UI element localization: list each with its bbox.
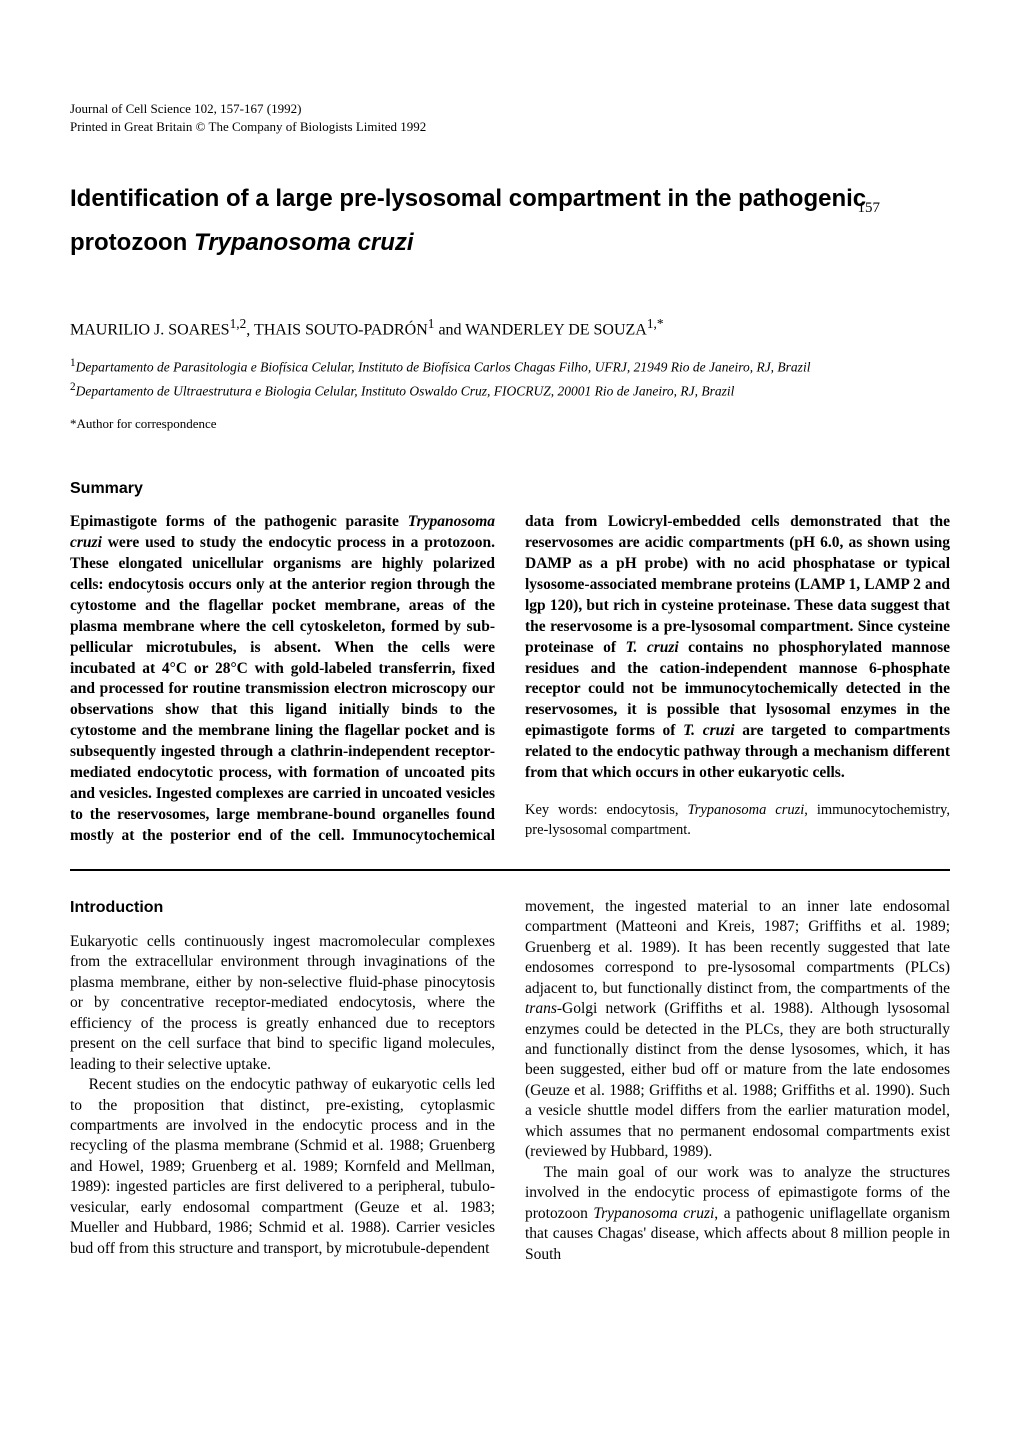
author-1-sup: 1,2 bbox=[230, 316, 247, 331]
title-text: Identification of a large pre-lysosomal … bbox=[70, 185, 866, 256]
introduction-body: Introduction Eukaryotic cells continuous… bbox=[70, 897, 950, 1265]
intro-para-2: Recent studies on the endocytic pathway … bbox=[70, 1075, 495, 1259]
intro-para-4: The main goal of our work was to analyze… bbox=[525, 1163, 950, 1265]
intro-p3-b: -Golgi network (Griffiths et al. 1988). … bbox=[525, 1000, 950, 1160]
affil-1-text: Departamento de Parasitologia e Biofísic… bbox=[76, 360, 811, 375]
affiliation-1: 1Departamento de Parasitologia e Biofísi… bbox=[70, 355, 950, 378]
author-1: MAURILIO J. SOARES bbox=[70, 321, 230, 338]
introduction-heading: Introduction bbox=[70, 897, 495, 918]
summary-species-3: T. cruzi bbox=[683, 722, 734, 739]
summary-text-b: were used to study the endocytic process… bbox=[70, 513, 950, 844]
intro-p3-trans: trans bbox=[525, 1000, 557, 1017]
author-3: and WANDERLEY DE SOUZA bbox=[434, 321, 646, 338]
article-title: Identification of a large pre-lysosomal … bbox=[70, 177, 950, 266]
keywords-label: Key words: bbox=[525, 802, 606, 818]
summary-species-2: T. cruzi bbox=[625, 639, 678, 656]
intro-para-3: movement, the ingested material to an in… bbox=[525, 897, 950, 1163]
correspondence-note: *Author for correspondence bbox=[70, 416, 950, 432]
title-species: Trypanosoma cruzi bbox=[194, 229, 414, 256]
affiliation-2: 2Departamento de Ultraestrutura e Biolog… bbox=[70, 379, 950, 402]
author-2: , THAIS SOUTO-PADRÓN bbox=[246, 321, 428, 338]
section-rule bbox=[70, 869, 950, 871]
author-3-sup: 1,* bbox=[647, 316, 664, 331]
intro-para-1: Eukaryotic cells continuously ingest mac… bbox=[70, 932, 495, 1075]
summary-body: Epimastigote forms of the pathogenic par… bbox=[70, 512, 950, 847]
summary-text-a: Epimastigote forms of the pathogenic par… bbox=[70, 513, 408, 530]
journal-meta: Journal of Cell Science 102, 157-167 (19… bbox=[70, 100, 950, 135]
summary-heading: Summary bbox=[70, 480, 950, 498]
affiliations: 1Departamento de Parasitologia e Biofísi… bbox=[70, 355, 950, 402]
journal-copyright: Printed in Great Britain © The Company o… bbox=[70, 118, 950, 136]
journal-citation: Journal of Cell Science 102, 157-167 (19… bbox=[70, 100, 950, 118]
authors-line: MAURILIO J. SOARES1,2, THAIS SOUTO-PADRÓ… bbox=[70, 316, 950, 339]
intro-p4-species: Trypanosoma cruzi bbox=[593, 1205, 714, 1222]
page-number: 157 bbox=[858, 200, 881, 217]
intro-p3-a: movement, the ingested material to an in… bbox=[525, 898, 950, 997]
affil-2-text: Departamento de Ultraestrutura e Biologi… bbox=[76, 383, 735, 398]
keywords: Key words: endocytosis, Trypanosoma cruz… bbox=[525, 800, 950, 841]
keywords-a: endocytosis, bbox=[606, 802, 687, 818]
keywords-species: Trypanosoma cruzi bbox=[687, 802, 804, 818]
